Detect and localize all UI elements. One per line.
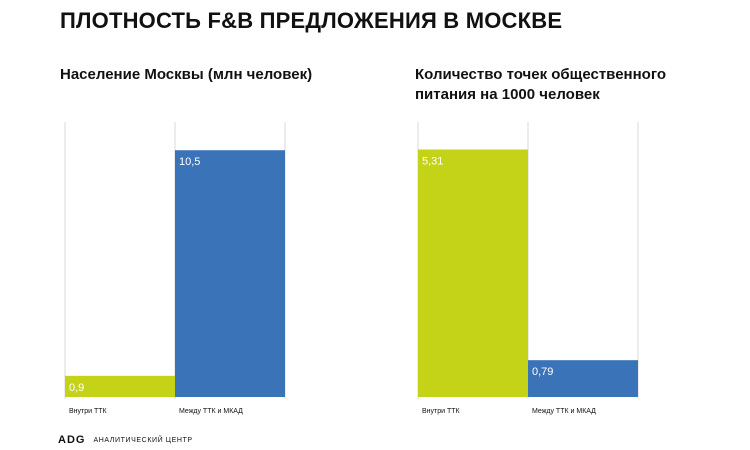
page-title: ПЛОТНОСТЬ F&B ПРЕДЛОЖЕНИЯ В МОСКВЕ (60, 8, 563, 33)
chart-title-food-points: Количество точек общественного питания н… (415, 66, 667, 103)
bar-value-label-population-0: 0,9 (69, 382, 84, 394)
category-label-food-points-1: Между ТТК и МКАД (532, 408, 596, 415)
bar-value-label-food-points-0: 5,31 (422, 156, 443, 168)
bar-food-points-1 (528, 360, 638, 397)
bar-food-points-0 (418, 149, 528, 397)
bar-population-1 (175, 150, 285, 397)
footer-org-name: АНАЛИТИЧЕСКИЙ ЦЕНТР (93, 436, 193, 444)
footer: ADG АНАЛИТИЧЕСКИЙ ЦЕНТР (58, 433, 193, 447)
category-label-population-0: Внутри ТТК (69, 408, 108, 415)
chart-title-population: Население Москвы (млн человек) (60, 66, 313, 83)
category-label-population-1: Между ТТК и МКАД (179, 408, 243, 415)
adg-logo: ADG (58, 434, 86, 446)
category-label-food-points-0: Внутри ТТК (422, 408, 461, 415)
bar-population-0 (65, 375, 175, 397)
bar-value-label-food-points-1: 0,79 (532, 366, 553, 378)
bar-value-label-population-1: 10,5 (179, 156, 200, 168)
